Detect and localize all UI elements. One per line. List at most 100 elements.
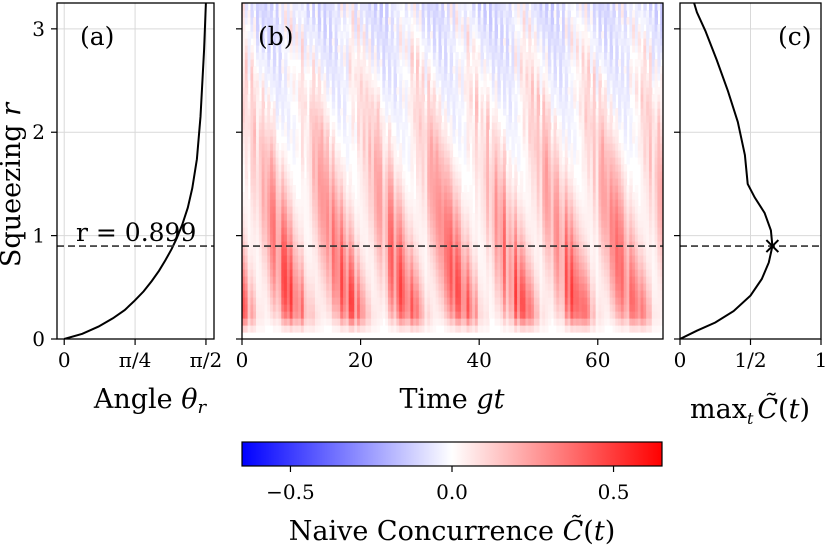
heatmap-cell <box>559 192 563 200</box>
heatmap-cell <box>393 164 397 172</box>
heatmap-cell <box>244 283 249 291</box>
heatmap-cell <box>320 234 324 242</box>
heatmap-cell <box>505 269 510 277</box>
heatmap-cell <box>393 136 397 144</box>
heatmap-cell <box>497 199 501 207</box>
heatmap-cell <box>480 304 484 312</box>
heatmap-cell <box>270 311 274 319</box>
heatmap-cell <box>640 129 644 137</box>
heatmap-cell <box>348 318 353 326</box>
heatmap-cell <box>528 262 532 270</box>
heatmap-cell <box>345 220 350 228</box>
heatmap-cell <box>250 199 254 207</box>
heatmap-cell <box>320 255 324 263</box>
heatmap-cell <box>578 94 583 102</box>
heatmap-cell <box>272 311 277 319</box>
heatmap-cell <box>256 318 260 326</box>
heatmap-cell <box>368 164 372 172</box>
heatmap-cell <box>559 80 563 88</box>
heatmap-cell <box>300 94 305 102</box>
heatmap-cell <box>578 290 583 298</box>
heatmap-cell <box>472 283 476 291</box>
heatmap-cell <box>500 297 504 305</box>
heatmap-cell <box>292 150 296 158</box>
heatmap-cell <box>632 290 636 298</box>
heatmap-cell <box>300 129 305 137</box>
heatmap-cell <box>289 220 294 228</box>
heatmap-cell <box>657 115 661 123</box>
heatmap-cell <box>427 143 431 151</box>
heatmap-cell <box>629 248 633 256</box>
heatmap-cell <box>421 80 426 88</box>
heatmap-cell <box>505 220 510 228</box>
heatmap-cell <box>432 318 437 326</box>
heatmap-cell <box>508 150 513 158</box>
heatmap-cell <box>340 206 344 214</box>
heatmap-cell <box>590 108 594 116</box>
heatmap-cell <box>491 248 496 256</box>
heatmap-cell <box>373 185 378 193</box>
heatmap-cell <box>590 241 594 249</box>
heatmap-cell <box>424 115 428 123</box>
heatmap-cell <box>567 276 571 284</box>
heatmap-cell <box>253 80 257 88</box>
heatmap-cell <box>488 150 493 158</box>
heatmap-cell <box>345 185 350 193</box>
heatmap-cell <box>606 276 611 284</box>
heatmap-cell <box>393 171 397 179</box>
heatmap-cell <box>261 255 266 263</box>
heatmap-cell <box>430 143 434 151</box>
heatmap-cell <box>416 164 420 172</box>
heatmap-cell <box>407 269 411 277</box>
heatmap-cell <box>556 143 560 151</box>
heatmap-cell <box>525 234 529 242</box>
heatmap-cell <box>264 80 268 88</box>
heatmap-cell <box>438 94 442 102</box>
heatmap-cell <box>536 304 541 312</box>
heatmap-cell <box>578 206 583 214</box>
heatmap-cell <box>615 129 619 137</box>
heatmap-cell <box>396 220 400 228</box>
heatmap-cell <box>340 276 344 284</box>
heatmap-cell <box>525 199 529 207</box>
heatmap-cell <box>606 157 611 165</box>
heatmap-cell <box>637 220 642 228</box>
heatmap-cell <box>472 276 476 284</box>
heatmap-cell <box>474 325 479 333</box>
heatmap-cell <box>267 227 271 235</box>
heatmap-cell <box>561 136 566 144</box>
heatmap-cell <box>275 178 280 186</box>
heatmap-cell <box>376 269 381 277</box>
heatmap-cell <box>494 297 499 305</box>
heatmap-cell <box>531 164 535 172</box>
heatmap-cell <box>387 290 392 298</box>
heatmap-cell <box>343 241 347 249</box>
heatmap-cell <box>503 255 507 263</box>
heatmap-cell <box>376 248 381 256</box>
heatmap-cell <box>323 269 327 277</box>
heatmap-cell <box>578 115 583 123</box>
heatmap-cell <box>446 101 451 109</box>
heatmap-cell <box>326 304 330 312</box>
heatmap-cell <box>329 87 333 95</box>
heatmap-cell <box>379 213 383 221</box>
heatmap-cell <box>626 192 630 200</box>
heatmap-cell <box>561 115 566 123</box>
heatmap-cell <box>284 206 288 214</box>
heatmap-cell <box>559 325 563 333</box>
heatmap-cell <box>278 255 282 263</box>
heatmap-cell <box>539 192 543 200</box>
heatmap-cell <box>528 311 532 319</box>
heatmap-cell <box>416 150 420 158</box>
heatmap-cell <box>427 234 431 242</box>
heatmap-cell <box>292 206 296 214</box>
heatmap-cell <box>379 220 383 228</box>
heatmap-cell <box>455 227 459 235</box>
heatmap-cell <box>553 150 557 158</box>
heatmap-cell <box>267 108 271 116</box>
heatmap-cell <box>435 227 440 235</box>
heatmap-cell <box>278 269 282 277</box>
heatmap-cell <box>561 122 566 130</box>
heatmap-cell <box>455 304 459 312</box>
heatmap-cell <box>483 227 487 235</box>
